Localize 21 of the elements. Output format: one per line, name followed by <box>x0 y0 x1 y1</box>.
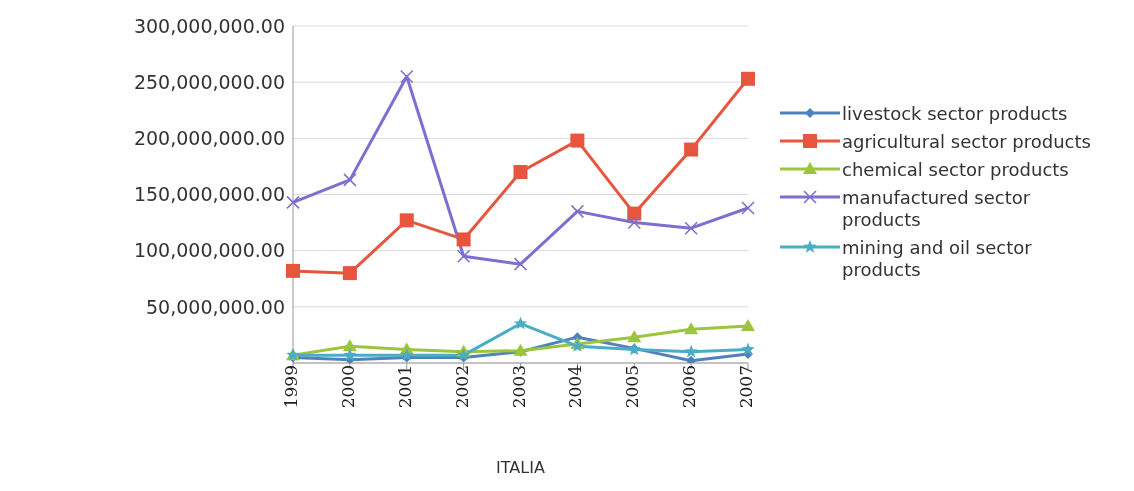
x-tick-label: 2000 <box>337 365 358 409</box>
legend-label: livestock sector products <box>842 103 1069 125</box>
x-tick-label: 2005 <box>622 365 643 409</box>
y-tick-label: 50,000,000.00 <box>145 295 285 318</box>
x-tick-label: 2004 <box>565 365 586 409</box>
x-axis-title: ITALIA <box>496 458 545 477</box>
x-tick-label: 2006 <box>679 365 700 409</box>
x-tick-label: 2003 <box>508 365 529 409</box>
x-tick-label: 1999 <box>281 365 302 409</box>
legend-label: chemical sector products <box>842 159 1070 181</box>
y-tick-label: 250,000,000.00 <box>133 70 285 93</box>
x-tick-label: 2001 <box>394 365 415 409</box>
x-tick-label: 2002 <box>451 365 472 409</box>
legend-label: mining and oil sector products <box>842 237 1033 281</box>
x-tick-label: 2007 <box>736 365 757 409</box>
y-tick-label: 100,000,000.00 <box>133 239 285 262</box>
y-tick-label: 300,000,000.00 <box>133 14 285 37</box>
y-tick-label: 200,000,000.00 <box>133 127 285 150</box>
legend-label: manufactured sector products <box>842 187 1032 231</box>
y-tick-label: 150,000,000.00 <box>133 183 285 206</box>
legend-label: agricultural sector products <box>842 131 1092 153</box>
